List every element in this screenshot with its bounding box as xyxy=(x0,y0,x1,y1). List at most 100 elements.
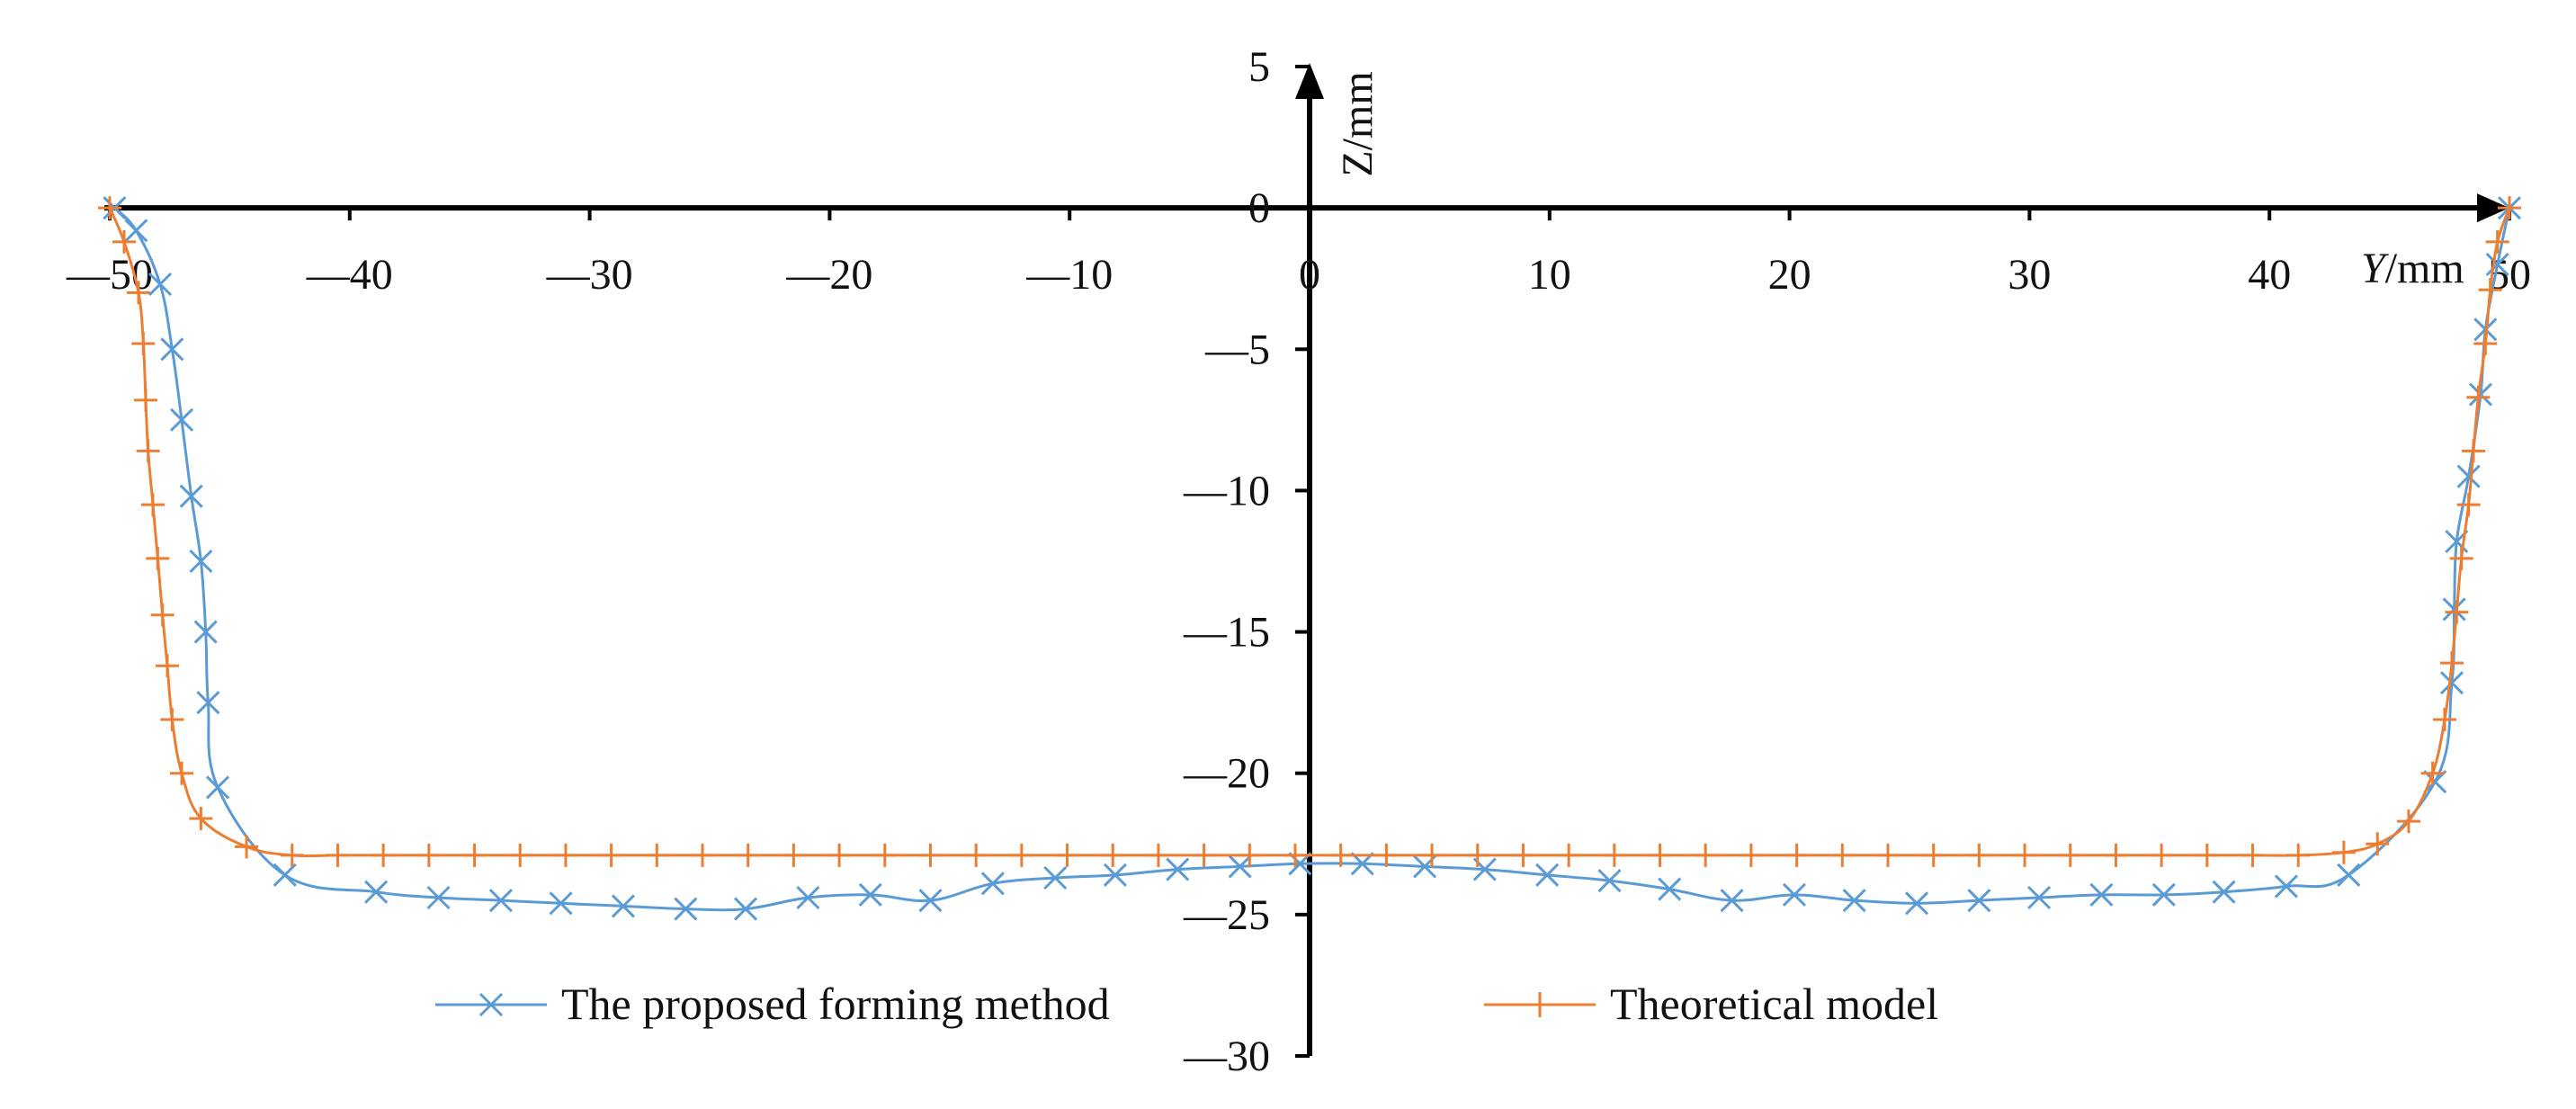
data-point-marker xyxy=(2468,382,2493,407)
y-tick-label: —20 xyxy=(1183,750,1270,798)
data-point-marker xyxy=(1921,843,1945,867)
data-point-marker xyxy=(2445,600,2469,624)
data-point-marker xyxy=(131,332,156,355)
data-point-marker xyxy=(2439,671,2464,695)
data-point-marker xyxy=(2473,332,2498,355)
x-axis-arrow xyxy=(2477,193,2509,223)
data-point-marker xyxy=(1658,877,1682,901)
data-point-marker xyxy=(160,337,184,362)
data-point-marker xyxy=(1967,889,1991,913)
data-point-marker xyxy=(1875,843,1900,867)
data-point-marker xyxy=(872,843,897,867)
data-point-marker xyxy=(1694,843,1718,867)
x-tick-label: 20 xyxy=(1768,251,1811,299)
data-point-marker xyxy=(599,843,623,867)
data-point-marker xyxy=(2485,229,2509,254)
data-point-marker xyxy=(1557,843,1581,867)
data-point-marker xyxy=(169,407,194,432)
data-point-marker xyxy=(611,894,636,918)
x-tick-label: —10 xyxy=(1025,251,1113,299)
data-point-marker xyxy=(1238,843,1262,867)
data-point-marker xyxy=(2498,196,2521,220)
data-point-marker xyxy=(2456,493,2481,517)
data-point-marker xyxy=(2058,843,2082,867)
legend-swatch-marker-x xyxy=(479,992,504,1017)
legend-item-theoretical: Theoretical model xyxy=(1484,979,1938,1029)
data-point-marker xyxy=(1146,843,1170,867)
data-point-marker xyxy=(1597,869,1622,893)
data-point-marker xyxy=(964,843,988,867)
data-point-marker xyxy=(2195,843,2219,867)
data-point-marker xyxy=(1511,843,1535,867)
data-point-marker xyxy=(2456,464,2481,488)
data-point-marker xyxy=(1784,843,1809,867)
data-point-marker xyxy=(2432,708,2456,731)
data-point-marker xyxy=(736,843,760,867)
data-point-marker xyxy=(827,843,852,867)
axes: —50 —40 —30 —20 —10 0 10 20 30 40 50 50—5—10—15—20… xyxy=(66,43,2531,1080)
data-point-marker xyxy=(1648,843,1672,867)
data-point-marker xyxy=(141,493,165,517)
data-point-marker xyxy=(2089,882,2114,907)
data-point-marker xyxy=(645,843,669,867)
data-point-marker xyxy=(2337,863,2361,887)
data-point-marker xyxy=(1228,854,1252,879)
data-point-marker xyxy=(280,843,304,867)
x-tick-label: —20 xyxy=(785,251,872,299)
x-ticks: —50 —40 —30 —20 —10 0 10 20 30 40 50 xyxy=(66,208,2531,299)
legend-label-theoretical: Theoretical model xyxy=(1610,979,1938,1029)
data-point-marker xyxy=(2151,882,2176,907)
data-point-marker xyxy=(1830,843,1855,867)
y-axis-arrow xyxy=(1295,63,1324,99)
x-axis-title-unit: /mm xyxy=(2385,245,2464,292)
y-tick-label: 0 xyxy=(1248,184,1270,232)
x-tick-label: 0 xyxy=(1299,251,1320,299)
data-point-marker xyxy=(1535,863,1560,887)
data-point-marker xyxy=(1602,843,1626,867)
data-point-marker xyxy=(1055,843,1079,867)
data-point-marker xyxy=(1192,843,1216,867)
data-point-marker xyxy=(1904,891,1929,916)
legend-swatch-marker-plus xyxy=(1527,992,1552,1017)
data-point-marker xyxy=(1782,882,1807,907)
data-point-marker xyxy=(488,889,513,913)
data-point-marker xyxy=(796,885,820,910)
data-point-marker xyxy=(2274,874,2298,899)
data-point-marker xyxy=(549,891,573,916)
data-point-marker xyxy=(112,229,137,254)
data-point-marker xyxy=(1842,889,1866,913)
data-point-marker xyxy=(134,388,158,412)
series-theoretical xyxy=(98,196,2521,867)
data-point-marker xyxy=(273,863,297,887)
data-point-marker xyxy=(1166,857,1190,881)
data-point-marker xyxy=(1328,843,1353,867)
data-point-marker xyxy=(2420,761,2445,785)
y-tick-label: —5 xyxy=(1204,326,1270,373)
data-point-marker xyxy=(98,196,121,220)
data-point-marker xyxy=(2461,439,2485,463)
series-layer xyxy=(98,196,2522,921)
data-point-marker xyxy=(189,807,213,830)
data-point-marker xyxy=(148,272,173,297)
data-point-marker xyxy=(196,691,220,715)
data-point-marker xyxy=(674,897,698,921)
data-point-marker xyxy=(1283,843,1307,867)
data-point-marker xyxy=(179,484,203,508)
data-point-marker xyxy=(136,439,160,463)
data-point-marker xyxy=(2396,809,2420,834)
data-point-marker xyxy=(918,889,943,913)
data-point-marker xyxy=(2286,843,2311,867)
data-point-marker xyxy=(508,843,532,867)
data-point-marker xyxy=(160,708,184,731)
data-point-marker xyxy=(2331,840,2356,864)
data-point-marker xyxy=(782,843,806,867)
data-point-marker xyxy=(980,872,1005,896)
data-point-marker xyxy=(193,620,218,644)
x-tick-label: —40 xyxy=(306,251,393,299)
legend-item-proposed: The proposed forming method xyxy=(435,979,1110,1029)
data-point-marker xyxy=(690,843,714,867)
data-point-marker xyxy=(2449,546,2473,570)
data-point-marker xyxy=(127,281,151,305)
data-point-marker xyxy=(2104,843,2128,867)
